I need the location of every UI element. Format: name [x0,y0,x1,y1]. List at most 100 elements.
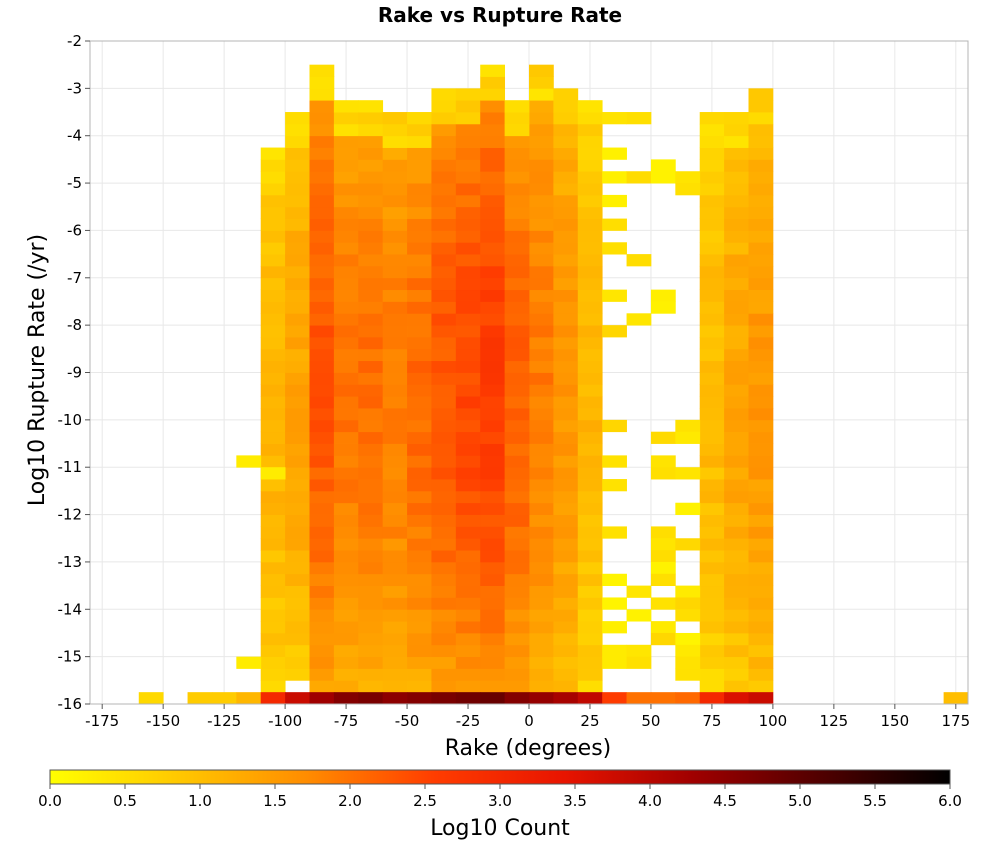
heatmap-cell [748,479,774,492]
heatmap-cell [650,597,676,610]
heatmap-cell [309,467,335,480]
heatmap-cell [748,254,774,267]
heatmap-cell [431,123,457,137]
heatmap-cell [480,408,506,421]
heatmap-cell [529,502,554,515]
heatmap-cell [553,455,579,468]
heatmap-cell [699,597,725,610]
heatmap-cell [333,313,359,326]
heatmap-cell [529,455,554,468]
heatmap-cell [382,123,408,137]
heatmap-cell [431,538,457,551]
heatmap-cell [309,680,335,693]
heatmap-cell [577,348,603,362]
heatmap-cell [455,467,481,480]
heatmap-cell [626,692,652,705]
heatmap-cell [699,467,725,480]
heatmap-cell [529,100,554,113]
heatmap-cell [577,313,603,326]
heatmap-cell [260,609,286,622]
heatmap-cell [577,384,603,397]
heatmap-cell [504,573,530,587]
heatmap-cell [480,609,506,622]
heatmap-cell [504,135,530,148]
heatmap-cell [504,100,530,113]
heatmap-cell [699,550,725,563]
heatmap-cell [407,325,432,338]
heatmap-cell [285,632,310,646]
heatmap-cell [748,242,774,255]
colorbar-label: Log10 Count [430,816,570,841]
heatmap-cell [529,171,554,184]
x-tick-label: 50 [641,712,660,730]
heatmap-cell [577,514,603,527]
heatmap-cell [724,123,749,137]
heatmap-cell [529,88,554,101]
heatmap-cell [748,490,774,504]
heatmap-cell [309,668,335,681]
heatmap-cell [358,265,384,279]
heatmap-cell [504,561,530,575]
heatmap-cell [480,194,506,208]
heatmap-cell [260,526,286,539]
heatmap-cell [333,147,359,160]
heatmap-cell [699,206,725,219]
heatmap-cell [260,348,286,362]
heatmap-cell [455,289,481,302]
heatmap-cell [358,609,384,622]
heatmap-cell [260,419,286,433]
heatmap-cell [577,680,603,693]
heatmap-cell [699,514,725,527]
heatmap-cell [553,360,579,373]
heatmap-cell [650,455,676,468]
heatmap-cell [455,336,481,350]
heatmap-cell [285,479,310,492]
heatmap-cell [260,254,286,267]
heatmap-cell [602,644,627,658]
y-tick-label: -15 [58,648,83,666]
heatmap-cell [309,265,335,279]
heatmap-cell [407,123,432,137]
heatmap-cell [724,550,749,563]
heatmap-cell [358,561,384,575]
heatmap-cell [285,443,310,456]
heatmap-cell [577,656,603,669]
heatmap-cell [431,230,457,243]
heatmap-cell [407,112,432,125]
heatmap-cell [748,573,774,587]
heatmap-cell [529,408,554,421]
heatmap-cell [504,277,530,291]
heatmap-cell [529,526,554,539]
heatmap-cell [480,147,506,160]
heatmap-cell [748,644,774,658]
heatmap-cell [699,455,725,468]
heatmap-cell [602,455,627,468]
heatmap-cell [529,656,554,669]
heatmap-cell [724,289,749,302]
heatmap-cell [309,289,335,302]
heatmap-cell [455,194,481,208]
heatmap-cell [699,301,725,314]
heatmap-cell [285,242,310,255]
heatmap-cell [553,479,579,492]
heatmap-cell [748,597,774,610]
heatmap-cell [748,680,774,693]
heatmap-cell [407,632,432,646]
colorbar-tick-label: 4.5 [713,792,737,810]
heatmap-cell [724,313,749,326]
heatmap-cell [504,538,530,551]
heatmap-cell [382,360,408,373]
heatmap-cell [260,194,286,208]
x-tick-label: 150 [881,712,910,730]
heatmap-cell [309,396,335,409]
heatmap-cell [504,147,530,160]
heatmap-cell [699,159,725,172]
heatmap-cell [358,621,384,634]
heatmap-cell [358,301,384,314]
heatmap-cell [382,336,408,350]
heatmap-cell [260,455,286,468]
heatmap-cell [529,336,554,350]
heatmap-cell [333,526,359,539]
heatmap-cell [333,194,359,208]
y-tick-label: -12 [58,506,83,524]
